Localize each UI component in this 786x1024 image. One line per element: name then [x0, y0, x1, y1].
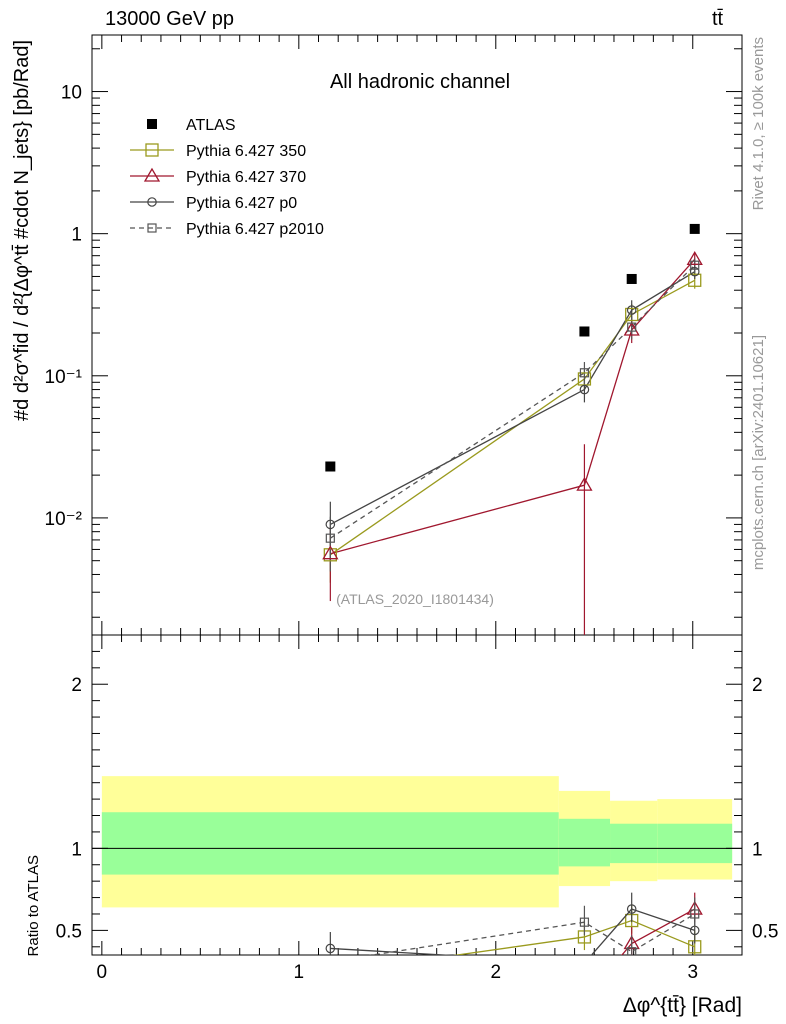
legend-marker: [143, 167, 161, 182]
x-tick-label: 0: [97, 962, 108, 983]
series-point-main: [323, 548, 337, 562]
legend-label: Pythia 6.427 p0: [186, 195, 297, 212]
ratio-bands: [92, 776, 742, 908]
ratio-band-inner: [610, 823, 658, 864]
series-point-ratio: [325, 943, 336, 954]
series-point-ratio: [579, 917, 590, 927]
series-point-main: [627, 322, 637, 332]
ratio-tick-label-left: 2: [71, 675, 82, 696]
mcplots-side-label: mcplots.cern.ch [arXiv:2401.10621]: [750, 335, 767, 570]
y-tick-label: 10⁻¹: [45, 367, 83, 388]
header-left: 13000 GeV pp: [105, 8, 234, 30]
series-line-ratio: [368, 913, 696, 955]
series-line-main: [329, 279, 696, 556]
x-tick-label: 1: [294, 962, 305, 983]
ratio-tick-label-right: 2: [752, 675, 763, 696]
ratio-band-inner: [558, 818, 611, 867]
series-line-ratio: [452, 919, 695, 955]
series-point-ratio: [626, 904, 637, 914]
atlas-data-point: [325, 461, 336, 472]
y-tick-label: 10: [61, 83, 82, 104]
analysis-watermark: (ATLAS_2020_I1801434): [336, 591, 494, 607]
ratio-tick-label-left: 1: [71, 839, 82, 860]
ratio-tick-label-left: 0.5: [56, 921, 82, 942]
series-point-ratio: [690, 909, 700, 919]
ratio-tick-label-right: 0.5: [752, 921, 778, 942]
series-lines: [329, 252, 696, 635]
legend-marker: [147, 197, 157, 207]
series-line-main: [329, 264, 696, 539]
series-point-main: [576, 476, 593, 491]
x-axis-label: Δφ^{tt̄} [Rad]: [623, 994, 742, 1017]
chart-text: 0 1 2 3 10⁻² 10⁻¹ 1 10 0.5 0.5 1 1 2 2 All hadronic ch…: [11, 37, 779, 1017]
legend-label: Pythia 6.427 p2010: [186, 221, 324, 238]
x-tick-label: 2: [490, 962, 501, 983]
series-point-main: [688, 273, 702, 287]
ratio-band-inner: [657, 823, 733, 864]
rivet-side-label: Rivet 4.1.0, ≥ 100k events: [750, 37, 767, 210]
ratio-lines: [325, 892, 703, 955]
axis-ticks: [92, 35, 742, 955]
series-point-main: [322, 545, 339, 560]
legend-label: Pythia 6.427 370: [186, 169, 306, 186]
ratio-band-inner: [101, 812, 559, 875]
legend-marker: [145, 143, 159, 157]
ratio-tick-label-right: 1: [752, 839, 763, 860]
series-point-main: [626, 305, 637, 315]
series-markers: [322, 223, 703, 562]
legend: ATLAS Pythia 6.427 350 Pythia 6.427 370 Pyt…: [130, 117, 324, 238]
series-point-main: [579, 384, 590, 395]
ratio-axis-label: Ratio to ATLAS: [25, 855, 42, 956]
y-axis-label: #d d²σ^fid / d²{Δφ^tt̄ #cdot N_jets} [pb…: [11, 40, 33, 421]
legend-label: Pythia 6.427 350: [186, 143, 306, 160]
y-tick-label: 1: [71, 225, 82, 246]
atlas-data-point: [689, 223, 700, 234]
x-tick-label: 3: [687, 962, 698, 983]
series-point-main: [579, 368, 590, 378]
atlas-data-point: [626, 273, 637, 284]
series-line-ratio: [330, 908, 695, 955]
series-point-main: [690, 260, 700, 270]
series-point-main: [325, 533, 335, 543]
series-line-main: [330, 258, 696, 555]
legend-label: ATLAS: [186, 117, 236, 134]
header-right: tt̄: [712, 8, 724, 30]
y-tick-label: 10⁻²: [45, 509, 83, 530]
series-point-ratio: [627, 947, 637, 955]
series-point-main: [689, 266, 700, 277]
series-point-main: [686, 251, 703, 265]
chart-title: All hadronic channel: [330, 71, 510, 93]
series-point-main: [625, 307, 639, 322]
legend-marker: [147, 223, 157, 233]
series-point-main: [325, 519, 336, 530]
series-line-ratio: [621, 908, 696, 955]
atlas-data-point: [579, 326, 590, 337]
legend-marker-atlas: [147, 119, 157, 129]
